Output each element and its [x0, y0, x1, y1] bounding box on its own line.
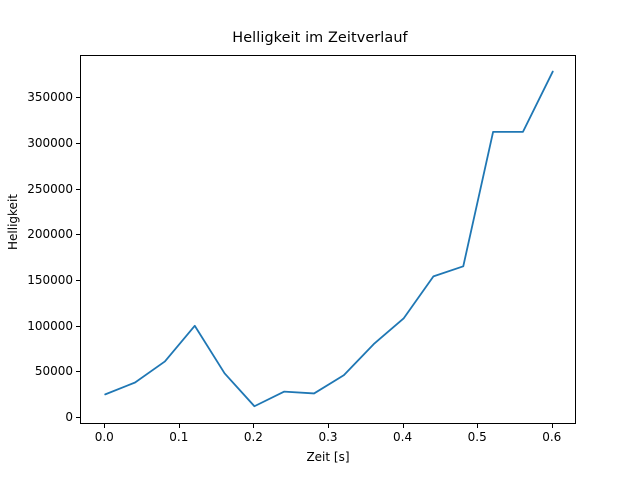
- x-tick-mark: [477, 424, 479, 428]
- y-axis-tick-labels: 0 50000 100000 150000 200000 250000 300000 3500…: [0, 0, 80, 480]
- y-tick-mark: [76, 279, 80, 281]
- x-tick-mark: [104, 424, 106, 428]
- y-tick-label: 100000: [27, 318, 73, 333]
- y-tick-mark: [76, 371, 80, 373]
- y-tick-mark: [76, 188, 80, 190]
- y-tick-label: 250000: [27, 181, 73, 196]
- y-tick-mark: [76, 417, 80, 419]
- y-tick-label: 50000: [34, 364, 73, 379]
- y-tick-mark: [76, 325, 80, 327]
- y-tick-label: 200000: [27, 227, 73, 242]
- x-tick-mark: [328, 424, 329, 428]
- line-series-svg: [104, 70, 554, 408]
- x-tick-label: 0.4: [393, 430, 413, 444]
- y-tick-mark: [76, 234, 80, 236]
- y-tick-mark: [76, 97, 80, 99]
- chart-title: Helligkeit im Zeitverlauf: [232, 30, 408, 46]
- x-tick-label: 0.5: [467, 430, 487, 444]
- x-tick-label: 0.6: [542, 430, 562, 444]
- x-tick-mark: [551, 424, 553, 428]
- y-tick-label: 300000: [27, 135, 73, 150]
- x-tick-label: 0.1: [169, 430, 189, 444]
- x-tick-label: 0.2: [243, 430, 263, 444]
- x-tick-mark: [253, 424, 255, 428]
- y-tick-mark: [76, 142, 80, 144]
- x-tick-mark: [402, 424, 404, 428]
- y-tick-label: 150000: [27, 272, 73, 287]
- x-tick-label: 0.3: [318, 430, 338, 444]
- y-tick-label: 350000: [27, 90, 73, 105]
- plot-area: [80, 55, 576, 424]
- data-line-helligkeit: [104, 70, 554, 408]
- x-tick-label: 0.0: [94, 430, 114, 444]
- y-axis-label: Helligkeit: [6, 194, 20, 250]
- x-axis-label: Zeit [s]: [306, 450, 350, 464]
- y-tick-label: 0: [65, 410, 73, 425]
- x-tick-mark: [178, 424, 180, 428]
